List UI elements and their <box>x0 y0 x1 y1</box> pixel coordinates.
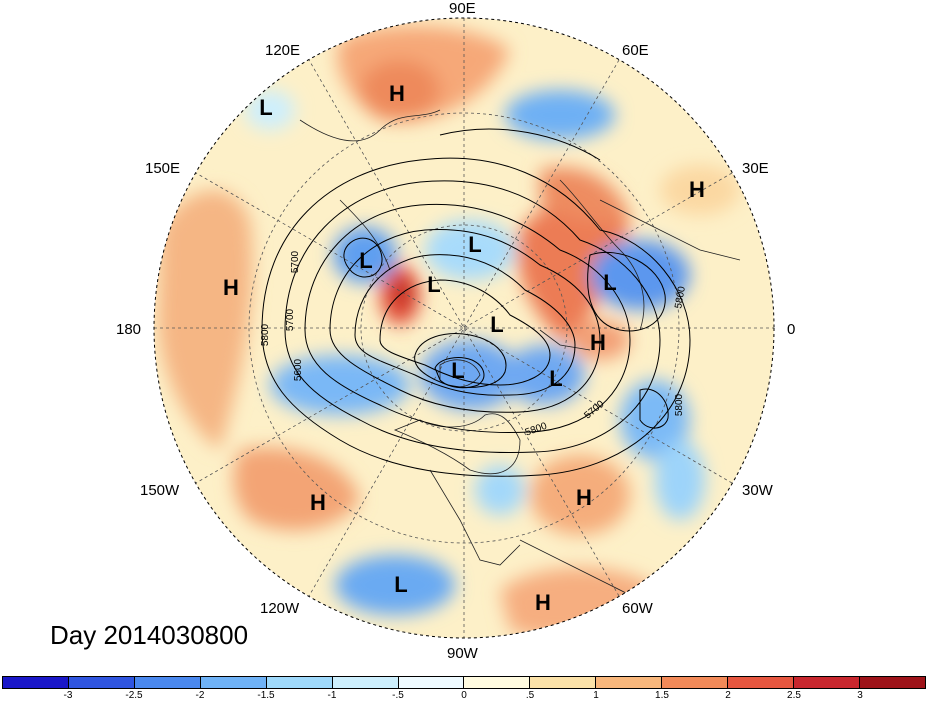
low-pressure-marker: L <box>468 232 481 257</box>
contour-label: 5700 <box>285 308 296 331</box>
colorbar-tick-label: 1 <box>593 690 599 701</box>
lon-label-30w: 30W <box>742 482 773 499</box>
lon-label-60w: 60W <box>622 600 653 617</box>
graticule <box>154 18 774 638</box>
colorbar-segment <box>859 677 925 688</box>
colorbar-tick-label: 2.5 <box>787 690 801 701</box>
high-pressure-marker: H <box>535 590 551 615</box>
contour-label: 5600 <box>293 358 304 381</box>
colorbar-segment <box>266 677 333 688</box>
map-boundary <box>153 17 775 639</box>
high-pressure-marker: H <box>223 275 239 300</box>
lon-label-90e: 90E <box>449 0 476 17</box>
height-contours <box>261 128 691 477</box>
colorbar-tick-label: 2 <box>725 690 731 701</box>
high-pressure-marker: H <box>590 330 606 355</box>
colorbar-tick-label: .5 <box>525 690 535 701</box>
colorbar-segment <box>464 677 531 688</box>
lon-label-150e: 150E <box>145 160 181 177</box>
contour-label: 5700 <box>290 250 301 273</box>
colorbar-segment <box>398 677 465 688</box>
colorbar-segment <box>662 677 729 688</box>
anomaly-shading <box>154 18 774 638</box>
high-pressure-marker: H <box>310 490 326 515</box>
colorbar-segment <box>530 677 597 688</box>
colorbar-segment <box>596 677 663 688</box>
colorbar-tick-label: -2.5 <box>125 690 143 701</box>
day-title: Day 2014030800 <box>50 620 249 650</box>
colorbar-segment <box>794 677 860 688</box>
lon-label-120e: 120E <box>265 42 301 59</box>
low-pressure-marker: L <box>451 358 464 383</box>
lon-label-150w: 150W <box>140 482 180 499</box>
colorbar-tick-label: -2 <box>195 690 205 701</box>
colorbar-tick-label: -.5 <box>392 690 404 701</box>
lon-label-30e: 30E <box>742 160 769 177</box>
colorbar <box>2 676 926 689</box>
colorbar-segment <box>134 677 201 688</box>
colorbar-tick-label: 3 <box>857 690 863 701</box>
colorbar-tick-label: -3 <box>63 690 73 701</box>
low-pressure-marker: L <box>394 572 407 597</box>
contour-label: 5800 <box>673 285 688 309</box>
lon-label-90w: 90W <box>447 645 478 662</box>
lon-label-60e: 60E <box>622 42 649 59</box>
colorbar-tick-label: 1.5 <box>655 690 669 701</box>
low-pressure-marker: L <box>549 366 562 391</box>
low-pressure-marker: L <box>427 272 440 297</box>
colorbar-segment <box>728 677 795 688</box>
colorbar-tick-label: -1 <box>327 690 337 701</box>
lon-label-0: 0 <box>787 321 796 338</box>
colorbar-segment <box>332 677 399 688</box>
contour-label: 5800 <box>674 393 685 416</box>
contour-label: 5800 <box>260 323 271 346</box>
colorbar-segment <box>200 677 267 688</box>
high-pressure-marker: H <box>576 485 592 510</box>
low-pressure-marker: L <box>259 95 272 120</box>
colorbar-tick-label: 0 <box>461 690 467 701</box>
colorbar-segment <box>68 677 135 688</box>
colorbar-segment <box>3 677 69 688</box>
low-pressure-marker: L <box>490 312 503 337</box>
high-pressure-marker: H <box>389 81 405 106</box>
low-pressure-marker: L <box>359 248 372 273</box>
colorbar-tick-label: -1.5 <box>257 690 275 701</box>
pressure-centers: H L H H L L L L L H L L H H L H <box>223 81 705 615</box>
lon-label-180: 180 <box>116 321 142 338</box>
high-pressure-marker: H <box>689 177 705 202</box>
low-pressure-marker: L <box>603 270 616 295</box>
lon-label-120w: 120W <box>260 600 300 617</box>
